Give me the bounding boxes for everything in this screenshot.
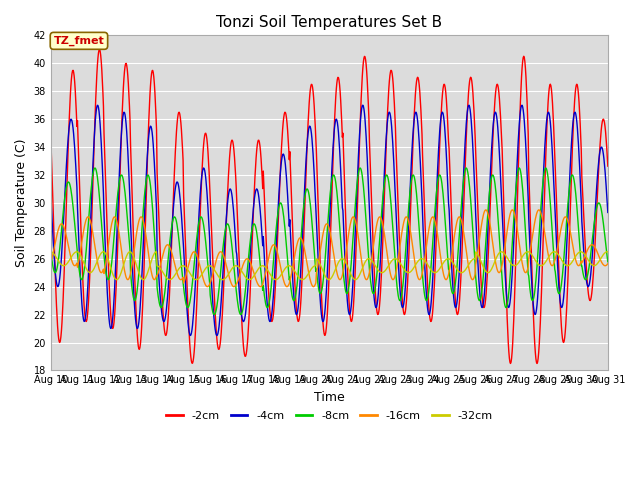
Y-axis label: Soil Temperature (C): Soil Temperature (C) bbox=[15, 139, 28, 267]
Title: Tonzi Soil Temperatures Set B: Tonzi Soil Temperatures Set B bbox=[216, 15, 442, 30]
Text: TZ_fmet: TZ_fmet bbox=[54, 36, 104, 46]
X-axis label: Time: Time bbox=[314, 391, 345, 404]
Legend: -2cm, -4cm, -8cm, -16cm, -32cm: -2cm, -4cm, -8cm, -16cm, -32cm bbox=[161, 406, 497, 425]
